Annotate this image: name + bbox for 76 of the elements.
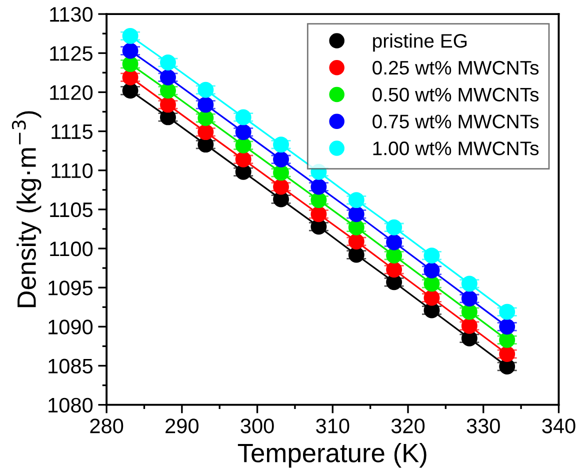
point xyxy=(122,56,138,72)
point xyxy=(461,318,478,334)
point xyxy=(198,82,214,98)
x-tick-label: 290 xyxy=(166,418,198,434)
y-tick-label: 1120 xyxy=(50,85,93,100)
point xyxy=(273,178,289,195)
point xyxy=(386,234,402,250)
point xyxy=(122,69,138,86)
point xyxy=(386,262,402,278)
point xyxy=(424,302,440,318)
point xyxy=(499,318,516,335)
x-axis-title: Temperature (K) xyxy=(238,442,426,468)
y-tick-label: 1080 xyxy=(48,398,93,413)
x-tick-label: 300 xyxy=(240,418,274,434)
y-tick-label: 1125 xyxy=(50,46,92,61)
y-tick-label: 1100 xyxy=(50,242,93,256)
point xyxy=(273,151,289,168)
point xyxy=(310,192,327,208)
point xyxy=(348,246,364,263)
x-tick-label: 280 xyxy=(90,418,124,434)
point xyxy=(348,233,364,250)
point xyxy=(235,124,252,140)
y-tick-label: 1105 xyxy=(50,202,92,218)
point xyxy=(461,330,478,346)
point xyxy=(348,192,364,208)
point xyxy=(160,54,176,70)
legend-label: 0.50 wt% MWCNTs xyxy=(372,88,539,102)
point xyxy=(310,206,327,222)
point xyxy=(122,28,138,44)
x-tick-label: 310 xyxy=(316,418,350,434)
point xyxy=(122,82,138,99)
point xyxy=(461,276,478,292)
x-tick-label: 320 xyxy=(391,418,425,434)
point xyxy=(348,219,364,236)
y-tick-label: 1115 xyxy=(52,124,92,140)
point xyxy=(424,262,440,278)
point xyxy=(198,110,214,126)
point xyxy=(160,82,176,99)
point xyxy=(424,290,440,306)
point xyxy=(386,274,402,290)
point xyxy=(310,178,327,195)
point xyxy=(273,191,289,208)
y-tick-label: 1095 xyxy=(48,280,92,296)
legend-label: pristine EG xyxy=(373,33,467,52)
point xyxy=(273,164,289,181)
point xyxy=(235,109,252,126)
point xyxy=(461,304,478,320)
point xyxy=(235,151,252,168)
point xyxy=(122,42,138,59)
point xyxy=(160,109,176,126)
point xyxy=(386,219,402,236)
legend-label: 0.75 wt% MWCNTs xyxy=(372,114,539,128)
point xyxy=(310,218,327,235)
point xyxy=(386,248,402,264)
point xyxy=(499,346,516,362)
point xyxy=(499,332,516,348)
legend-label: 1.00 wt% MWCNTs xyxy=(373,142,539,156)
x-tick-label: 330 xyxy=(466,418,500,434)
y-tick-label: 1110 xyxy=(52,163,93,178)
y-tick-label: 1085 xyxy=(48,358,92,374)
point xyxy=(235,137,252,154)
point xyxy=(348,206,364,222)
y-tick-label: 1130 xyxy=(50,7,93,22)
point xyxy=(198,124,214,140)
y-tick-label: 1090 xyxy=(48,320,93,334)
point xyxy=(198,96,214,113)
point xyxy=(461,290,478,307)
legend-label: 0.25 wt% MWCNTs xyxy=(372,60,539,75)
x-tick-label: 340 xyxy=(542,418,576,434)
point xyxy=(273,136,289,153)
point xyxy=(424,248,440,264)
y-axis-title: Density (kg·m$^{−3}$) xyxy=(12,111,42,308)
point xyxy=(424,276,440,292)
point xyxy=(499,304,516,320)
point xyxy=(160,96,176,113)
point xyxy=(160,69,176,86)
